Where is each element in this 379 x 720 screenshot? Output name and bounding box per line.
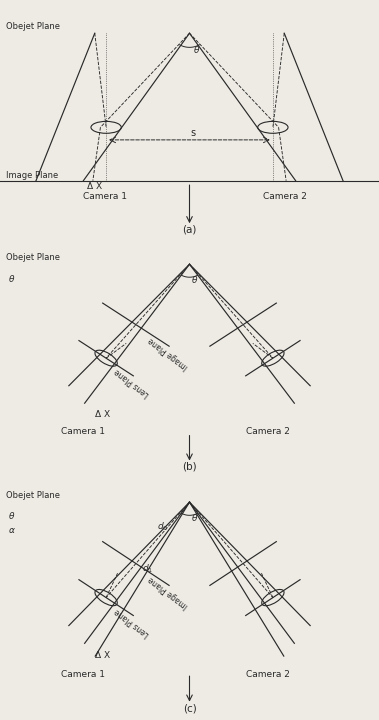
Text: $\alpha$: $\alpha$: [8, 526, 16, 536]
Text: $d_0$: $d_0$: [157, 520, 169, 533]
Text: $\theta$: $\theta$: [191, 274, 199, 285]
Text: (c): (c): [183, 703, 196, 713]
Text: Δ X: Δ X: [95, 410, 110, 418]
Text: Camera 2: Camera 2: [263, 192, 307, 201]
Text: Image Plane: Image Plane: [147, 335, 190, 371]
Text: Obejet Plane: Obejet Plane: [6, 490, 60, 500]
Text: (b): (b): [182, 462, 197, 472]
Text: Camera 2: Camera 2: [246, 428, 290, 436]
Text: $\theta$: $\theta$: [8, 510, 15, 521]
Text: $d_1$: $d_1$: [142, 563, 153, 575]
Text: $\theta$: $\theta$: [191, 512, 199, 523]
Text: Obejet Plane: Obejet Plane: [6, 253, 60, 261]
Text: Δ X: Δ X: [87, 182, 102, 192]
Text: Image Plane: Image Plane: [6, 171, 58, 180]
Text: Obejet Plane: Obejet Plane: [6, 22, 60, 31]
Text: $\theta$: $\theta$: [193, 44, 200, 55]
Text: Δ X: Δ X: [95, 652, 110, 660]
Text: Camera 1: Camera 1: [61, 670, 105, 678]
Text: (a): (a): [182, 225, 197, 235]
Text: Lens Plane: Lens Plane: [113, 366, 152, 399]
Text: s: s: [191, 128, 196, 138]
Text: Camera 2: Camera 2: [246, 670, 290, 678]
Text: Image Plane: Image Plane: [147, 575, 190, 610]
Text: Camera 1: Camera 1: [61, 428, 105, 436]
Text: Camera 1: Camera 1: [83, 192, 127, 201]
Text: Lens Plane: Lens Plane: [113, 606, 152, 639]
Text: $\theta$: $\theta$: [8, 273, 15, 284]
